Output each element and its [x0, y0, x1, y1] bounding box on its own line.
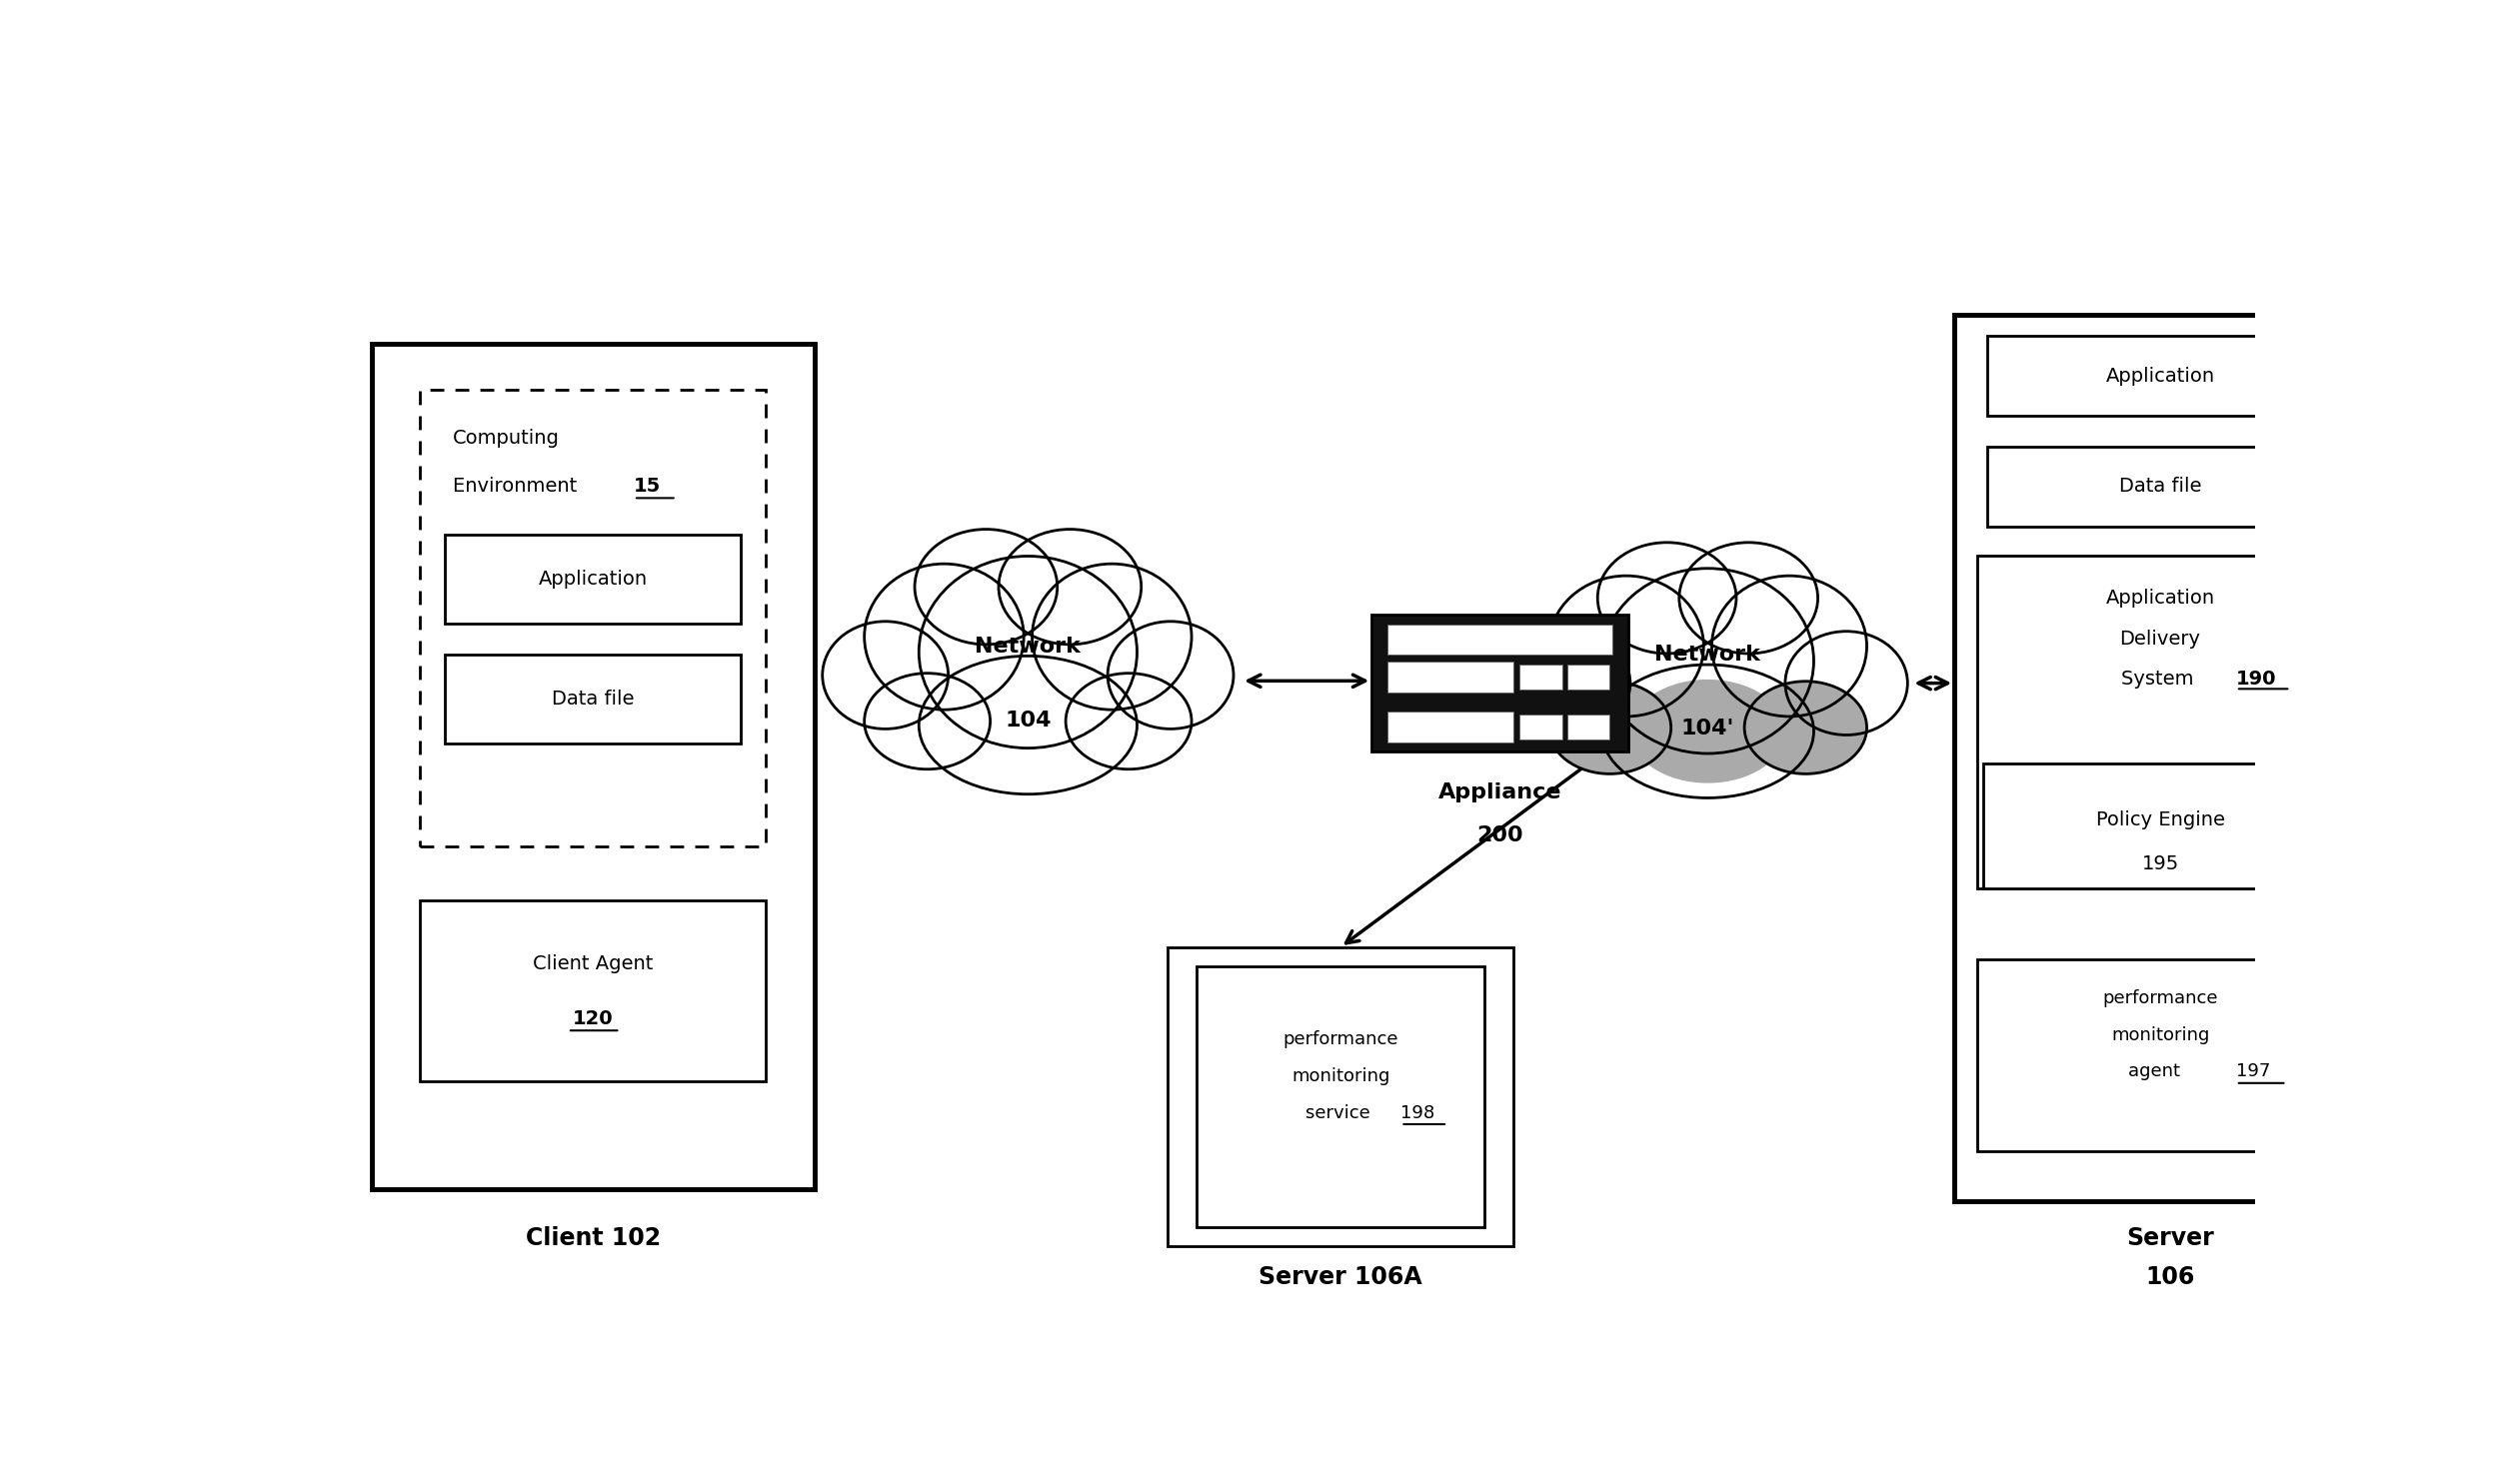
Text: Network: Network: [975, 637, 1080, 656]
Text: service: service: [1306, 1104, 1376, 1122]
Text: monitoring: monitoring: [1291, 1067, 1391, 1085]
Text: Application: Application: [2105, 589, 2215, 608]
Text: Computing: Computing: [454, 429, 559, 448]
Bar: [1566, 665, 1609, 690]
Text: Environment: Environment: [454, 478, 584, 496]
Text: Policy Engine: Policy Engine: [2095, 810, 2225, 830]
Text: agent: agent: [2128, 1063, 2193, 1080]
Bar: [446, 654, 742, 743]
Bar: [1388, 625, 1614, 654]
Text: monitoring: monitoring: [2110, 1025, 2210, 1045]
Bar: [1977, 555, 2358, 889]
Bar: [1198, 966, 1484, 1227]
Bar: [421, 389, 767, 846]
Text: performance: performance: [1283, 1031, 1398, 1049]
Text: 197: 197: [2235, 1063, 2270, 1080]
Text: 190: 190: [2235, 669, 2275, 689]
Text: Application: Application: [539, 570, 647, 589]
Text: 104': 104': [1682, 718, 1734, 739]
Bar: [1168, 947, 1514, 1247]
Bar: [1985, 763, 2353, 889]
Text: 195: 195: [2143, 855, 2178, 873]
Text: Data file: Data file: [551, 690, 634, 709]
Text: 104: 104: [1005, 711, 1050, 730]
Text: 198: 198: [1401, 1104, 1436, 1122]
Bar: [1987, 335, 2353, 416]
Bar: [1388, 712, 1514, 742]
Bar: [1955, 315, 2386, 1201]
Text: 200: 200: [1476, 825, 1524, 844]
Bar: [371, 344, 814, 1189]
Bar: [421, 901, 767, 1080]
Text: Network: Network: [1654, 644, 1762, 665]
Bar: [1977, 960, 2358, 1152]
Text: Server: Server: [2125, 1226, 2213, 1251]
Text: Application: Application: [2105, 367, 2215, 386]
Bar: [1566, 715, 1609, 739]
Bar: [1519, 715, 1561, 739]
Text: Delivery: Delivery: [2120, 629, 2200, 649]
Text: Client 102: Client 102: [526, 1226, 662, 1251]
Text: System: System: [2120, 669, 2200, 689]
Text: 120: 120: [571, 1009, 614, 1028]
Text: 15: 15: [634, 478, 662, 496]
Text: 106: 106: [2145, 1266, 2195, 1290]
Text: Server 106A: Server 106A: [1258, 1266, 1423, 1290]
Bar: [1371, 614, 1629, 752]
Bar: [1987, 447, 2353, 527]
Bar: [1388, 662, 1514, 692]
Text: Client Agent: Client Agent: [534, 954, 654, 974]
Bar: [446, 534, 742, 623]
Text: Appliance: Appliance: [1438, 784, 1561, 803]
Text: performance: performance: [2103, 990, 2218, 1008]
Bar: [1519, 665, 1561, 690]
Text: Data file: Data file: [2120, 478, 2200, 496]
